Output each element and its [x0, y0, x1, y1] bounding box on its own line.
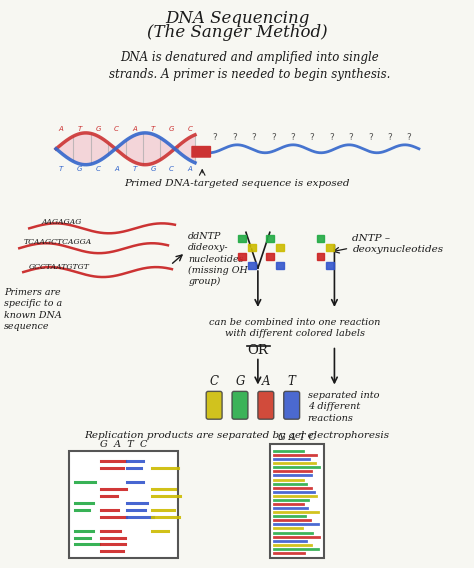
FancyBboxPatch shape: [284, 391, 300, 419]
Text: T: T: [151, 126, 155, 132]
Text: T: T: [77, 126, 82, 132]
Bar: [238, 253, 246, 260]
Text: T: T: [59, 166, 63, 172]
Bar: [317, 253, 325, 260]
Text: DNA Sequencing: DNA Sequencing: [165, 10, 309, 27]
Bar: [248, 262, 256, 269]
Text: dNTP –
deoxynucleotides: dNTP – deoxynucleotides: [352, 234, 444, 254]
Text: A: A: [250, 245, 254, 250]
Text: G: G: [318, 236, 323, 241]
FancyBboxPatch shape: [206, 391, 222, 419]
Text: Primed DNA-targeted sequence is exposed: Primed DNA-targeted sequence is exposed: [124, 178, 350, 187]
Text: G A T C: G A T C: [278, 433, 316, 442]
Text: C: C: [169, 166, 174, 172]
Text: C: C: [188, 126, 192, 132]
Polygon shape: [56, 133, 195, 165]
Text: ?: ?: [310, 133, 314, 143]
Text: C: C: [95, 166, 100, 172]
Text: ?: ?: [213, 133, 218, 143]
Text: A: A: [278, 245, 282, 250]
FancyBboxPatch shape: [258, 391, 274, 419]
Text: A: A: [114, 166, 118, 172]
Text: ?: ?: [348, 133, 353, 143]
Text: A: A: [132, 126, 137, 132]
Text: separated into
4 different
reactions: separated into 4 different reactions: [308, 391, 379, 423]
Text: GCCTAATGTGT: GCCTAATGTGT: [29, 263, 90, 271]
Text: ?: ?: [232, 133, 237, 143]
Text: (The Sanger Method): (The Sanger Method): [146, 23, 328, 40]
Text: C: C: [114, 126, 119, 132]
Text: DNA is denatured and amplified into single
strands. A primer is needed to begin : DNA is denatured and amplified into sing…: [109, 51, 391, 81]
Text: G: G: [169, 126, 174, 132]
Text: Primers are
specific to a
known DNA
sequence: Primers are specific to a known DNA sequ…: [4, 288, 63, 331]
Text: G: G: [267, 236, 272, 241]
Text: ?: ?: [329, 133, 334, 143]
Text: T: T: [288, 375, 296, 389]
Bar: [327, 244, 335, 251]
FancyBboxPatch shape: [232, 391, 248, 419]
Text: T: T: [268, 254, 272, 259]
Text: G: G: [77, 166, 82, 172]
Bar: [248, 244, 256, 251]
Text: TCAAGCTCAGGA: TCAAGCTCAGGA: [23, 238, 91, 247]
Text: ?: ?: [387, 133, 392, 143]
Text: A: A: [262, 375, 270, 389]
Bar: [238, 235, 246, 242]
Text: C: C: [210, 375, 219, 389]
Text: C: C: [250, 263, 254, 268]
Text: A: A: [328, 245, 333, 250]
Text: can be combined into one reaction
with different colored labels: can be combined into one reaction with d…: [209, 318, 380, 338]
Text: AAGAGAG: AAGAGAG: [41, 218, 82, 227]
Text: ?: ?: [252, 133, 256, 143]
Text: T: T: [240, 254, 244, 259]
Text: G  A  T  C: G A T C: [100, 440, 147, 449]
Bar: [266, 253, 274, 260]
Text: ?: ?: [368, 133, 373, 143]
Text: G: G: [150, 166, 156, 172]
Text: ?: ?: [290, 133, 295, 143]
Text: T: T: [133, 166, 137, 172]
Bar: [276, 244, 284, 251]
Bar: [327, 262, 335, 269]
Bar: [317, 235, 325, 242]
FancyBboxPatch shape: [191, 146, 211, 158]
Text: ddNTP
dideoxy-
nucleotides
(missing OH
group): ddNTP dideoxy- nucleotides (missing OH g…: [188, 232, 248, 286]
Bar: [270, 444, 325, 558]
Text: G: G: [235, 375, 245, 389]
Text: C: C: [278, 263, 282, 268]
Text: C: C: [328, 263, 332, 268]
Text: ?: ?: [407, 133, 411, 143]
Text: G: G: [240, 236, 244, 241]
Text: ?: ?: [271, 133, 276, 143]
Text: A: A: [59, 126, 64, 132]
Text: OR: OR: [247, 344, 268, 357]
Text: Replication products are separated by gel electrophoresis: Replication products are separated by ge…: [84, 431, 390, 440]
Bar: [69, 451, 178, 558]
Bar: [266, 235, 274, 242]
Bar: [276, 262, 284, 269]
Text: T: T: [319, 254, 322, 259]
Text: A: A: [188, 166, 192, 172]
Text: G: G: [95, 126, 100, 132]
